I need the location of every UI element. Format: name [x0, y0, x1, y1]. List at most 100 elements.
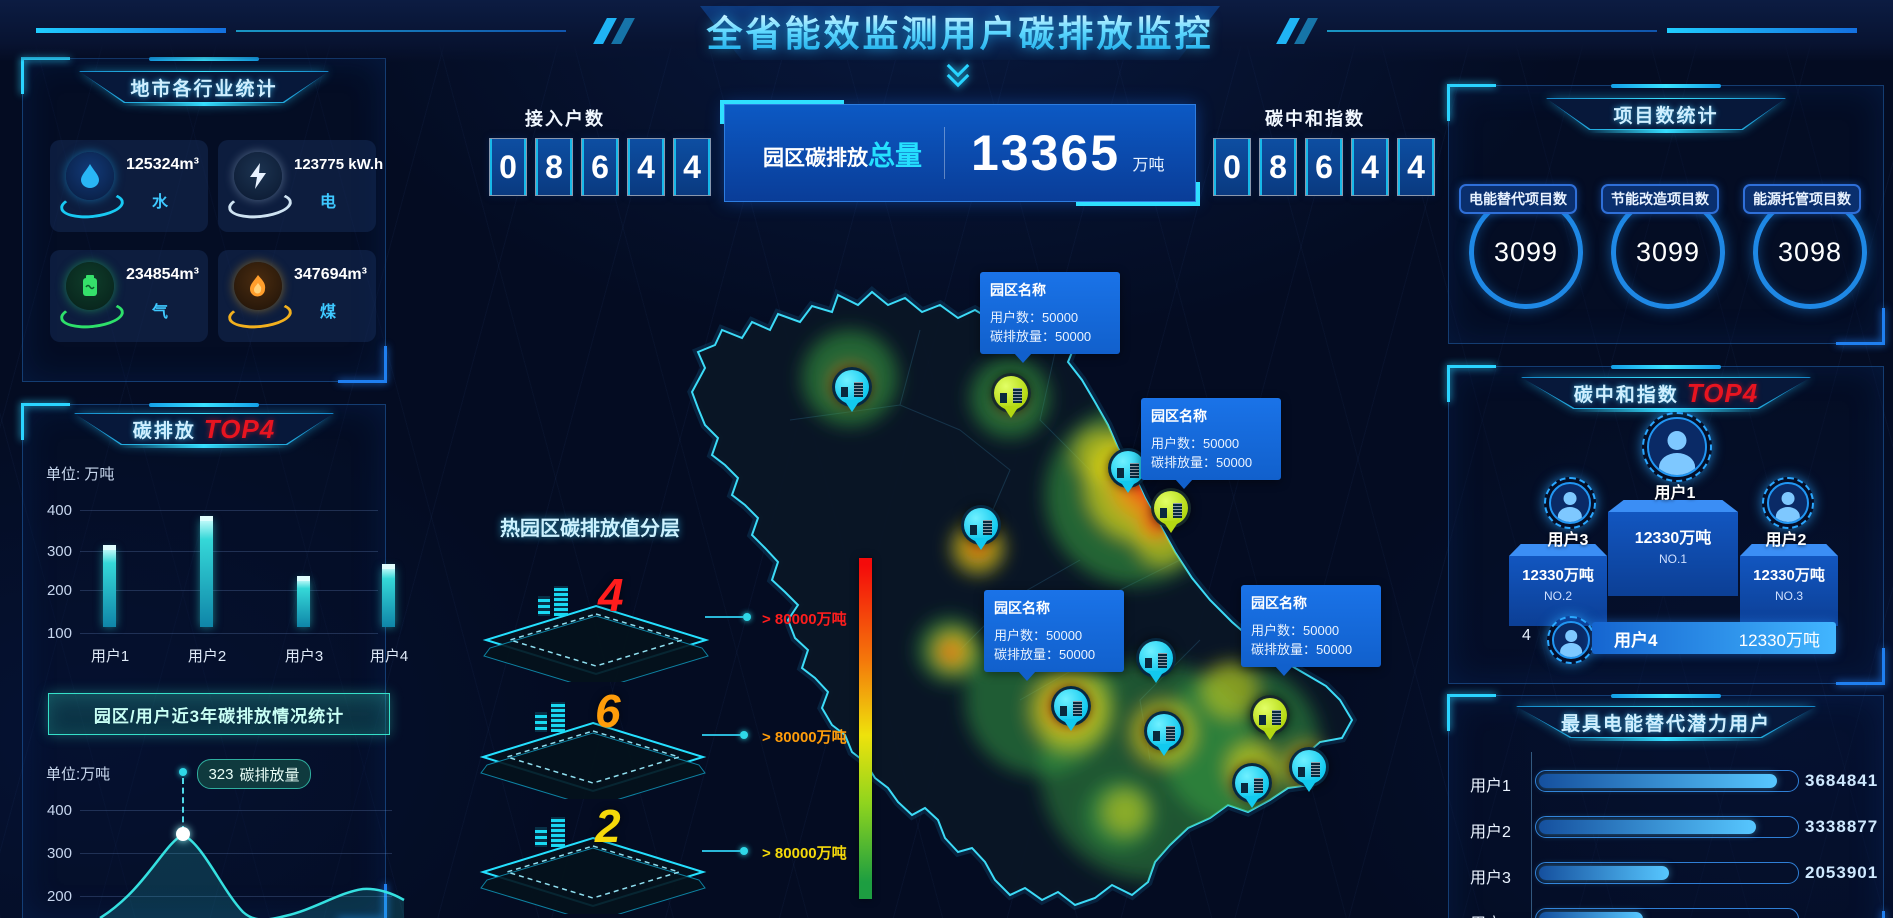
- heat-color-scale: [859, 558, 872, 899]
- tooltip-title: 园区名称: [994, 600, 1050, 616]
- connector-dot: [743, 613, 751, 621]
- icon-ring: [226, 298, 294, 332]
- potential-value: 3684841: [1805, 771, 1879, 790]
- connector-line: [702, 734, 740, 736]
- digit-card: 0: [1213, 138, 1251, 196]
- map-pin[interactable]: [961, 505, 1001, 545]
- potential-user: 用户4: [1470, 910, 1511, 918]
- total-label: 园区碳排放: [763, 146, 868, 170]
- bar-user4[interactable]: [382, 564, 395, 627]
- stat-label: 水: [151, 194, 170, 211]
- header-title-plate: [700, 6, 1220, 60]
- layer-count-1: 4: [598, 569, 624, 621]
- map-pin[interactable]: [1144, 711, 1184, 751]
- digit-card: 8: [535, 138, 573, 196]
- stat-value: 125324m³: [126, 156, 199, 173]
- layer-platform-3: [479, 836, 707, 914]
- gridline: [80, 896, 392, 897]
- panel-emission-top4: 碳排放 TOP4: [22, 403, 386, 918]
- podium-user-2: 用户3: [1547, 532, 1589, 549]
- gridline: [80, 551, 378, 552]
- potential-bar[interactable]: [1535, 770, 1799, 792]
- divider: [944, 127, 945, 179]
- gridline: [80, 633, 378, 634]
- rank4-value: 12330万吨: [1738, 630, 1820, 650]
- total-emission-kpi: 园区碳排放总量 13365 万吨: [720, 100, 1200, 206]
- bar-user2[interactable]: [200, 516, 213, 627]
- map-pin[interactable]: [1151, 488, 1191, 528]
- layer-threshold-1: > 80000万吨: [762, 611, 847, 628]
- park-tooltip: 园区名称 用户数：50000 碳排放量：50000: [984, 590, 1124, 681]
- history-stats-button[interactable]: 园区/用户近3年碳排放情况统计: [48, 693, 390, 735]
- gridline: [80, 590, 378, 591]
- avatar-rank3: [1762, 477, 1814, 529]
- electricity-icon: [234, 152, 282, 200]
- gridline: [80, 810, 392, 811]
- panel-industry-stats: 地市各行业统计: [22, 57, 386, 382]
- connector-line: [705, 616, 743, 618]
- layer-platform-1: [482, 604, 710, 682]
- potential-value: 2053901: [1805, 863, 1879, 882]
- bar-user1[interactable]: [103, 545, 116, 627]
- map-pin[interactable]: [1136, 638, 1176, 678]
- top4-badge: TOP4: [203, 413, 276, 444]
- map-pin[interactable]: [1250, 695, 1290, 735]
- y-tick: 400: [46, 802, 72, 819]
- stat-card-coal: 347694m³ 煤: [218, 250, 376, 342]
- neutral-index-label: 碳中和指数: [1265, 109, 1365, 129]
- x-label: 用户2: [187, 648, 227, 665]
- tooltip-title: 园区名称: [1251, 595, 1307, 611]
- park-tooltip: 园区名称 用户数：50000 碳排放量：50000: [1241, 585, 1381, 676]
- map-pin[interactable]: [1289, 747, 1329, 787]
- header-deco-line-left: [36, 28, 226, 33]
- layer-count-2: 6: [595, 685, 621, 737]
- podium-box-2: 12330万吨 NO.2: [1509, 556, 1607, 626]
- potential-user: 用户1: [1470, 778, 1511, 795]
- project-label-1: 电能替代项目数: [1459, 184, 1577, 214]
- coal-icon: [234, 262, 282, 310]
- x-label: 用户4: [369, 648, 409, 665]
- park-tooltip: 园区名称 用户数：50000 碳排放量：50000: [980, 272, 1120, 363]
- trend-tooltip-value: 323: [208, 765, 234, 783]
- gridline: [80, 853, 392, 854]
- buildings-icon: [535, 702, 565, 732]
- map-pin[interactable]: [832, 367, 872, 407]
- total-highlight: 总量: [868, 140, 922, 171]
- panel-title: 地市各行业统计: [130, 78, 278, 100]
- potential-bar[interactable]: [1535, 816, 1799, 838]
- avatar-rank2: [1544, 477, 1596, 529]
- panel-neutral-title-tab: 碳中和指数 TOP4: [1521, 377, 1811, 409]
- panel-accent-bar: [1611, 84, 1721, 88]
- panel-title: 碳中和指数: [1573, 384, 1679, 406]
- potential-bar[interactable]: [1535, 862, 1799, 884]
- bar-user3[interactable]: [297, 576, 310, 627]
- potential-user: 用户2: [1470, 824, 1511, 841]
- podium-box-1: 12330万吨 NO.1: [1608, 512, 1738, 596]
- map-pin[interactable]: [991, 373, 1031, 413]
- header-deco-line-right2: [1327, 30, 1657, 32]
- connector-line: [702, 850, 740, 852]
- map-pin[interactable]: [1232, 763, 1272, 803]
- potential-user: 用户3: [1470, 870, 1511, 887]
- panel-potential-users: 最具电能替代潜力用户: [1448, 694, 1884, 918]
- y-tick: 300: [46, 543, 72, 560]
- project-label-2: 节能改造项目数: [1601, 184, 1719, 214]
- potential-bar[interactable]: [1535, 908, 1799, 918]
- map-pin[interactable]: [1051, 686, 1091, 726]
- rank4-row[interactable]: 用户4 12330万吨: [1592, 622, 1836, 654]
- tooltip-title: 园区名称: [990, 282, 1046, 298]
- tooltip-anchor-dot: [179, 768, 187, 776]
- trend-data-point[interactable]: [176, 827, 190, 841]
- layer-threshold-2: > 80000万吨: [762, 729, 847, 746]
- x-label: 用户3: [284, 648, 324, 665]
- icon-ring: [58, 298, 126, 332]
- y-tick: 200: [46, 888, 72, 905]
- panel-potential-title-tab: 最具电能替代潜力用户: [1516, 706, 1816, 738]
- layer-threshold-3: > 80000万吨: [762, 845, 847, 862]
- trend-area-chart: [99, 833, 405, 918]
- bar-chart-unit: 单位: 万吨: [46, 466, 115, 483]
- total-value: 13365: [971, 125, 1121, 181]
- panel-emission-title-tab: 碳排放 TOP4: [74, 413, 334, 445]
- digit-card: 0: [489, 138, 527, 196]
